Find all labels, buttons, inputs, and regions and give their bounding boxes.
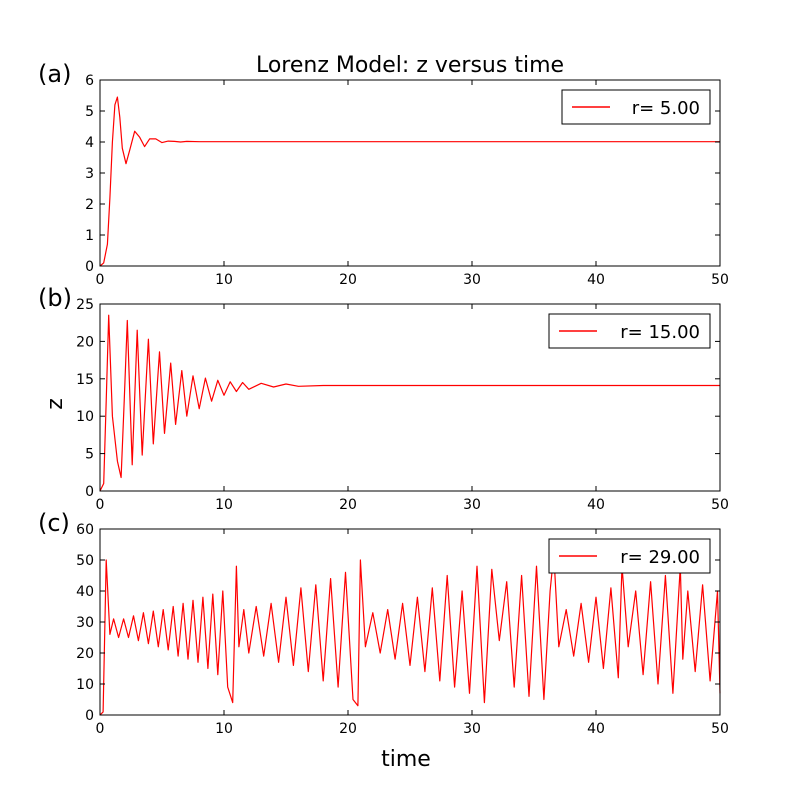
y-tick-label: 4 [85, 135, 94, 151]
panel-label: (c) [38, 509, 70, 537]
y-tick-label: 30 [76, 615, 94, 631]
legend: r= 29.00 [548, 538, 711, 574]
y-tick-label: 20 [76, 334, 94, 350]
x-tick-label: 0 [96, 721, 105, 737]
y-tick-label: 40 [76, 584, 94, 600]
y-tick-label: 0 [85, 484, 94, 500]
panel-label: (b) [38, 284, 72, 312]
x-tick-label: 40 [587, 497, 605, 513]
y-tick-label: 1 [85, 228, 94, 244]
legend-label: r= 5.00 [632, 98, 700, 119]
x-tick-label: 30 [463, 272, 481, 288]
x-tick-label: 30 [463, 721, 481, 737]
chart-title: Lorenz Model: z versus time [256, 53, 564, 78]
x-tick-label: 50 [711, 272, 729, 288]
panel-2: 0 10 20 30 40 50 0 5 10 15 20 25(b) r= 15.00 [38, 284, 729, 513]
y-tick-label: 5 [85, 447, 94, 463]
x-tick-label: 0 [96, 497, 105, 513]
x-tick-label: 0 [96, 272, 105, 288]
x-tick-label: 30 [463, 497, 481, 513]
x-axis-label: time [381, 747, 431, 772]
x-tick-label: 20 [339, 497, 357, 513]
x-tick-label: 10 [215, 497, 233, 513]
y-tick-label: 60 [76, 522, 94, 538]
y-tick-label: 6 [85, 73, 94, 89]
x-tick-label: 40 [587, 721, 605, 737]
y-tick-label: 10 [76, 677, 94, 693]
y-tick-label: 10 [76, 409, 94, 425]
y-tick-label: 0 [85, 259, 94, 275]
axes-frame [99, 303, 721, 492]
series-line [99, 314, 720, 492]
y-tick-label: 25 [76, 297, 94, 313]
y-tick-label: 5 [85, 104, 94, 120]
x-tick-label: 10 [215, 721, 233, 737]
x-tick-label: 20 [339, 272, 357, 288]
x-tick-label: 20 [339, 721, 357, 737]
x-tick-label: 50 [711, 721, 729, 737]
panel-3: 0 10 20 30 40 50 0 10 20 30 40 50 60 (c) r= 29.00 [38, 509, 729, 737]
legend-label: r= 15.00 [620, 322, 700, 343]
series-line [99, 96, 720, 267]
y-axis-label: z [43, 398, 68, 410]
legend-label: r= 29.00 [620, 547, 700, 568]
legend: r= 15.00 [548, 313, 711, 349]
y-tick-label: 15 [76, 372, 94, 388]
panel-1: 0 10 20 30 40 50 0 1 2 3 4 5 6 (a) r= 5.00 [38, 60, 729, 288]
y-tick-label: 2 [85, 197, 94, 213]
y-tick-label: 50 [76, 553, 94, 569]
y-tick-label: 3 [85, 166, 94, 182]
x-tick-label: 40 [587, 272, 605, 288]
panel-label: (a) [38, 60, 71, 88]
y-tick-label: 20 [76, 646, 94, 662]
legend: r= 5.00 [561, 89, 711, 125]
series-line [99, 553, 721, 716]
y-tick-label: 0 [85, 708, 94, 724]
x-tick-label: 10 [215, 272, 233, 288]
x-tick-label: 50 [711, 497, 729, 513]
